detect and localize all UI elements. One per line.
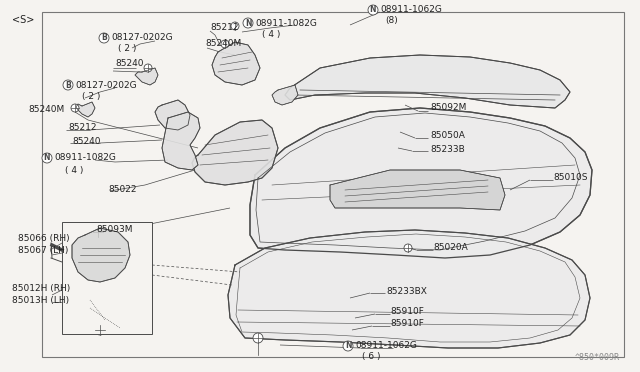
Text: ( 6 ): ( 6 ): [362, 353, 381, 362]
Text: ^850*009R: ^850*009R: [575, 353, 620, 362]
Text: 08911-1082G: 08911-1082G: [54, 154, 116, 163]
Text: 85240M: 85240M: [28, 106, 64, 115]
Text: 85910F: 85910F: [390, 307, 424, 315]
Text: 85067 (LH): 85067 (LH): [18, 246, 68, 254]
Text: B: B: [101, 33, 107, 42]
Text: ( 4 ): ( 4 ): [262, 31, 280, 39]
Text: (8): (8): [385, 16, 397, 26]
Text: ( 4 ): ( 4 ): [65, 166, 83, 174]
Text: 85012H (RH): 85012H (RH): [12, 285, 70, 294]
Polygon shape: [192, 120, 278, 185]
Polygon shape: [285, 55, 570, 108]
Text: 85010S: 85010S: [553, 173, 588, 183]
Polygon shape: [76, 102, 95, 117]
Polygon shape: [212, 42, 260, 85]
Text: 85212: 85212: [68, 124, 97, 132]
Circle shape: [343, 341, 353, 351]
Text: 08911-1082G: 08911-1082G: [255, 19, 317, 28]
Text: 85233B: 85233B: [430, 144, 465, 154]
Text: N: N: [44, 154, 51, 163]
Circle shape: [144, 64, 152, 72]
Text: 85233BX: 85233BX: [386, 286, 427, 295]
Circle shape: [71, 104, 79, 112]
Text: 85066 (RH): 85066 (RH): [18, 234, 70, 243]
Circle shape: [221, 40, 229, 48]
Circle shape: [243, 18, 253, 28]
Circle shape: [404, 244, 412, 252]
Circle shape: [99, 33, 109, 43]
Text: 85013H (LH): 85013H (LH): [12, 296, 69, 305]
Text: 08911-1062G: 08911-1062G: [380, 6, 442, 15]
Text: 85240: 85240: [72, 137, 100, 145]
Text: 85093M: 85093M: [96, 225, 132, 234]
Text: 08911-1062G: 08911-1062G: [355, 341, 417, 350]
Text: 85092M: 85092M: [430, 103, 467, 112]
Polygon shape: [250, 108, 592, 258]
Polygon shape: [272, 85, 298, 105]
Text: 85022: 85022: [108, 186, 136, 195]
Text: 85910F: 85910F: [390, 318, 424, 327]
Circle shape: [95, 325, 105, 335]
Polygon shape: [135, 68, 158, 85]
Text: 85240M: 85240M: [205, 38, 241, 48]
Circle shape: [231, 22, 239, 30]
Bar: [62, 222, 152, 334]
Text: N: N: [244, 19, 252, 28]
Circle shape: [93, 227, 103, 237]
Circle shape: [42, 153, 52, 163]
Text: N: N: [345, 341, 351, 350]
Text: <S>: <S>: [12, 15, 35, 25]
Polygon shape: [72, 228, 130, 282]
Text: ( 2 ): ( 2 ): [82, 92, 100, 100]
Text: N: N: [370, 6, 376, 15]
Text: B: B: [65, 80, 71, 90]
Text: 85020A: 85020A: [433, 244, 468, 253]
Text: 08127-0202G: 08127-0202G: [75, 80, 136, 90]
Circle shape: [253, 333, 263, 343]
Circle shape: [368, 5, 378, 15]
Text: 08127-0202G: 08127-0202G: [111, 33, 173, 42]
Polygon shape: [330, 170, 505, 210]
Text: 85240: 85240: [115, 58, 143, 67]
Polygon shape: [162, 112, 200, 170]
Polygon shape: [228, 230, 590, 348]
Polygon shape: [155, 100, 190, 130]
Text: 85050A: 85050A: [430, 131, 465, 141]
Text: 85212: 85212: [210, 23, 239, 32]
Circle shape: [63, 80, 73, 90]
Text: ( 2 ): ( 2 ): [118, 45, 136, 54]
